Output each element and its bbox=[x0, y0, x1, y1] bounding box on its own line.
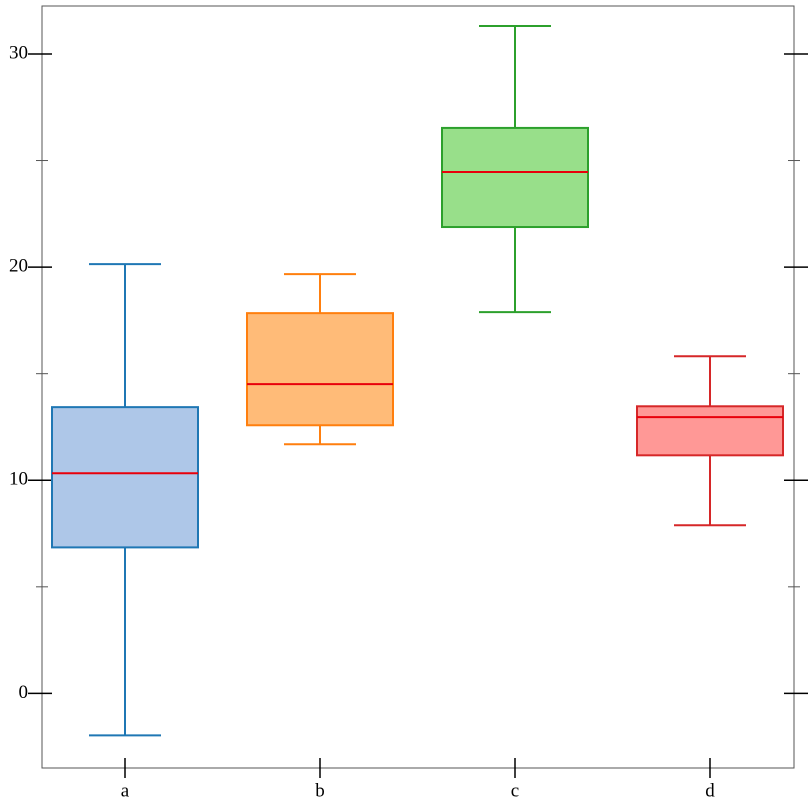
y-tick-label: 20 bbox=[9, 255, 28, 276]
box bbox=[441, 126, 589, 229]
y-tick-label: 0 bbox=[19, 682, 29, 703]
x-tick-label: b bbox=[315, 780, 325, 801]
x-tick-label: c bbox=[511, 780, 519, 801]
x-tick-label: d bbox=[705, 780, 715, 801]
box bbox=[246, 312, 394, 427]
x-tick-label: a bbox=[121, 780, 130, 801]
plot-frame bbox=[41, 5, 795, 769]
box bbox=[636, 405, 784, 457]
y-tick-label: 30 bbox=[9, 42, 28, 63]
y-tick-label: 10 bbox=[9, 469, 28, 490]
box bbox=[51, 406, 199, 549]
